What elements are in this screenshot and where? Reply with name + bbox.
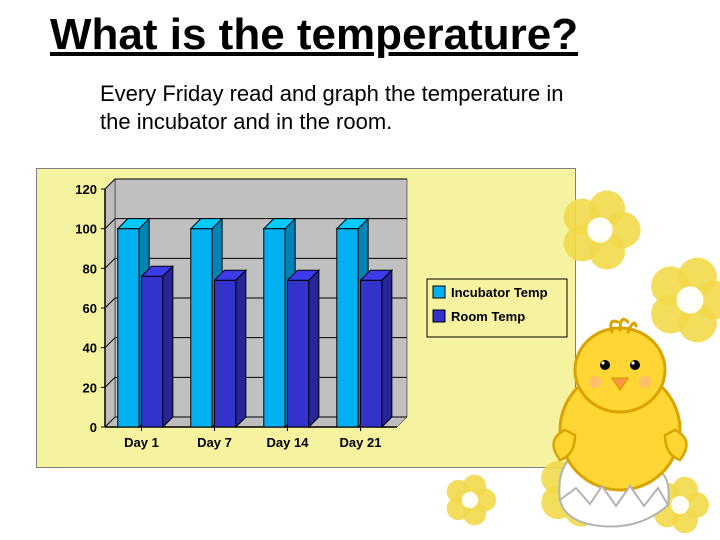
svg-text:Day 7: Day 7 xyxy=(197,435,232,450)
temperature-chart: 0 20 40 60 80 100 120 Day 1 Day 7 Day 14 Day 21 Inc… xyxy=(36,168,576,468)
flower-icon xyxy=(654,477,709,533)
svg-text:Day 1: Day 1 xyxy=(124,435,159,450)
flower-icon xyxy=(651,258,720,343)
svg-text:Room Temp: Room Temp xyxy=(451,309,525,324)
svg-text:80: 80 xyxy=(83,261,97,276)
svg-text:40: 40 xyxy=(83,341,97,356)
svg-text:100: 100 xyxy=(75,222,97,237)
svg-text:60: 60 xyxy=(83,301,97,316)
svg-text:Incubator Temp: Incubator Temp xyxy=(451,285,548,300)
svg-text:Day 14: Day 14 xyxy=(267,435,310,450)
svg-text:20: 20 xyxy=(83,380,97,395)
flower-icon xyxy=(447,475,496,526)
svg-text:0: 0 xyxy=(90,420,97,435)
svg-text:120: 120 xyxy=(75,182,97,197)
page-title: What is the temperature? xyxy=(50,10,690,60)
page-subtitle: Every Friday read and graph the temperat… xyxy=(100,80,600,135)
svg-text:Day 21: Day 21 xyxy=(340,435,382,450)
